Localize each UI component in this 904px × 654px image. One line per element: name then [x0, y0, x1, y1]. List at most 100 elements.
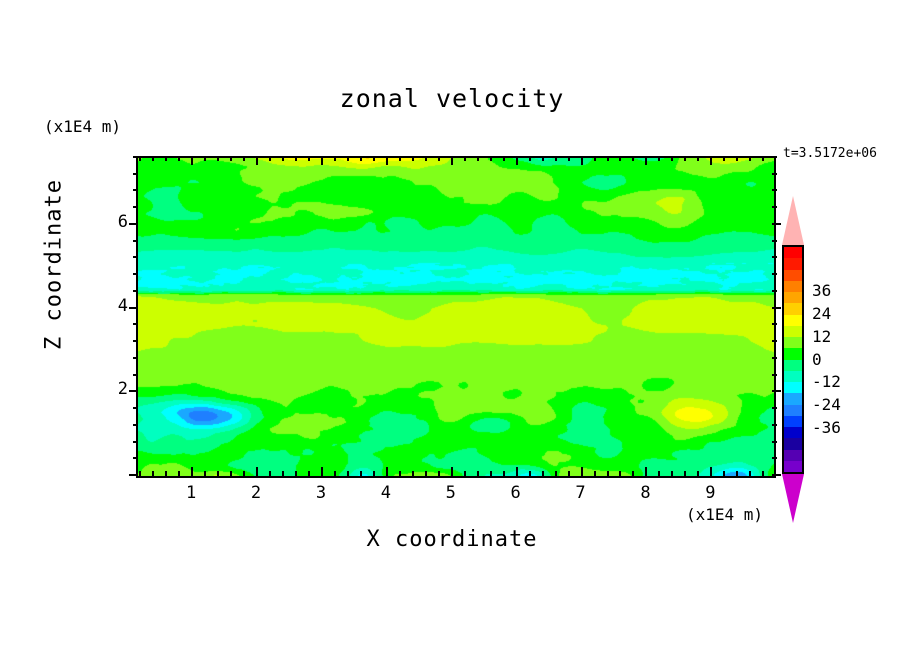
- x-minor-tick: [568, 471, 570, 476]
- colorbar-band: [784, 337, 802, 349]
- colorbar-band: [784, 370, 802, 382]
- x-minor-tick: [503, 471, 505, 476]
- x-minor-tick: [230, 471, 232, 476]
- x-minor-tick: [308, 471, 310, 476]
- colorbar-band: [784, 359, 802, 371]
- x-minor-tick: [477, 471, 479, 476]
- z-minor-tick-right: [772, 457, 777, 459]
- x-minor-tick-top: [477, 156, 479, 161]
- colorbar-band: [784, 393, 802, 405]
- x-minor-tick-top: [217, 156, 219, 161]
- x-major-tick: [386, 467, 388, 476]
- x-minor-tick: [412, 471, 414, 476]
- z-minor-tick-right: [772, 357, 777, 359]
- colorbar-band: [784, 348, 802, 360]
- x-major-tick: [191, 467, 193, 476]
- x-minor-tick: [165, 471, 167, 476]
- z-tick-label: 6: [117, 211, 128, 232]
- figure-title: zonal velocity: [339, 84, 565, 113]
- z-minor-tick: [133, 323, 138, 325]
- z-minor-tick: [133, 240, 138, 242]
- z-major-tick-right: [772, 390, 781, 392]
- x-minor-tick-top: [723, 156, 725, 161]
- z-minor-tick-right: [772, 256, 777, 258]
- z-minor-tick: [133, 273, 138, 275]
- colorbar-tick-label: 36: [812, 280, 832, 300]
- x-minor-tick-top: [529, 156, 531, 161]
- x-minor-tick: [334, 471, 336, 476]
- colorbar-band: [784, 258, 802, 270]
- x-minor-tick-top: [204, 156, 206, 161]
- z-major-tick-right: [772, 223, 781, 225]
- x-minor-tick: [723, 471, 725, 476]
- colorbar-band: [784, 382, 802, 394]
- x-minor-tick-top: [671, 156, 673, 161]
- z-minor-tick-right: [772, 240, 777, 242]
- colorbar-band: [784, 427, 802, 439]
- z-tick-label: 4: [117, 295, 128, 316]
- colorbar-band: [784, 449, 802, 461]
- colorbar-band: [784, 247, 802, 259]
- z-major-tick: [129, 474, 138, 476]
- colorbar-tick-label: 24: [812, 303, 832, 323]
- x-tick-label: 4: [380, 483, 391, 503]
- colorbar-tick-label: -12: [812, 372, 841, 392]
- x-minor-tick: [464, 471, 466, 476]
- x-tick-label: 1: [186, 483, 197, 503]
- x-minor-tick: [373, 471, 375, 476]
- z-minor-tick-right: [772, 424, 777, 426]
- x-minor-tick: [555, 471, 557, 476]
- x-minor-tick: [594, 471, 596, 476]
- z-minor-tick: [133, 457, 138, 459]
- x-minor-tick: [658, 471, 660, 476]
- z-minor-tick: [133, 441, 138, 443]
- x-major-tick: [256, 467, 258, 476]
- x-minor-tick-top: [632, 156, 634, 161]
- x-major-tick: [516, 467, 518, 476]
- colorbar: [780, 196, 806, 523]
- x-major-tick-top: [386, 156, 388, 165]
- colorbar-tick-label: 0: [812, 349, 822, 369]
- x-minor-tick-top: [684, 156, 686, 161]
- x-major-tick-top: [710, 156, 712, 165]
- x-tick-label: 3: [315, 483, 327, 503]
- x-minor-tick-top: [555, 156, 557, 161]
- x-tick-label: 6: [510, 483, 521, 503]
- x-minor-tick-top: [347, 156, 349, 161]
- x-minor-tick-top: [594, 156, 596, 161]
- x-minor-tick-top: [736, 156, 738, 161]
- x-minor-tick: [736, 471, 738, 476]
- z-minor-tick-right: [772, 273, 777, 275]
- y-axis-unit-label: (x1E4 m): [44, 117, 122, 136]
- colorbar-band: [784, 415, 802, 427]
- x-major-tick-top: [321, 156, 323, 165]
- colorbar-band: [784, 325, 802, 337]
- x-minor-tick: [684, 471, 686, 476]
- x-major-tick-top: [191, 156, 193, 165]
- x-minor-tick-top: [542, 156, 544, 161]
- colorbar-band: [784, 404, 802, 416]
- x-minor-tick: [399, 471, 401, 476]
- z-major-tick-right: [772, 307, 781, 309]
- z-minor-tick-right: [772, 290, 777, 292]
- x-minor-tick-top: [464, 156, 466, 161]
- x-minor-tick-top: [619, 156, 621, 161]
- x-minor-tick: [607, 471, 609, 476]
- colorbar-band: [784, 280, 802, 292]
- timestamp-label: t=3.5172e+06: [783, 146, 877, 161]
- colorbar-band: [784, 269, 802, 281]
- colorbar-underflow-arrow: [782, 474, 804, 523]
- z-minor-tick: [133, 374, 138, 376]
- colorbar-tick-label: -24: [812, 395, 841, 415]
- x-minor-tick: [360, 471, 362, 476]
- x-minor-tick: [269, 471, 271, 476]
- z-minor-tick: [133, 407, 138, 409]
- x-axis-unit-label: (x1E4 m): [686, 505, 764, 524]
- z-tick-label: 2: [117, 379, 128, 400]
- x-major-tick-top: [516, 156, 518, 165]
- x-minor-tick-top: [282, 156, 284, 161]
- x-major-tick-top: [451, 156, 453, 165]
- x-major-tick: [451, 467, 453, 476]
- z-minor-tick: [133, 340, 138, 342]
- x-minor-tick-top: [230, 156, 232, 161]
